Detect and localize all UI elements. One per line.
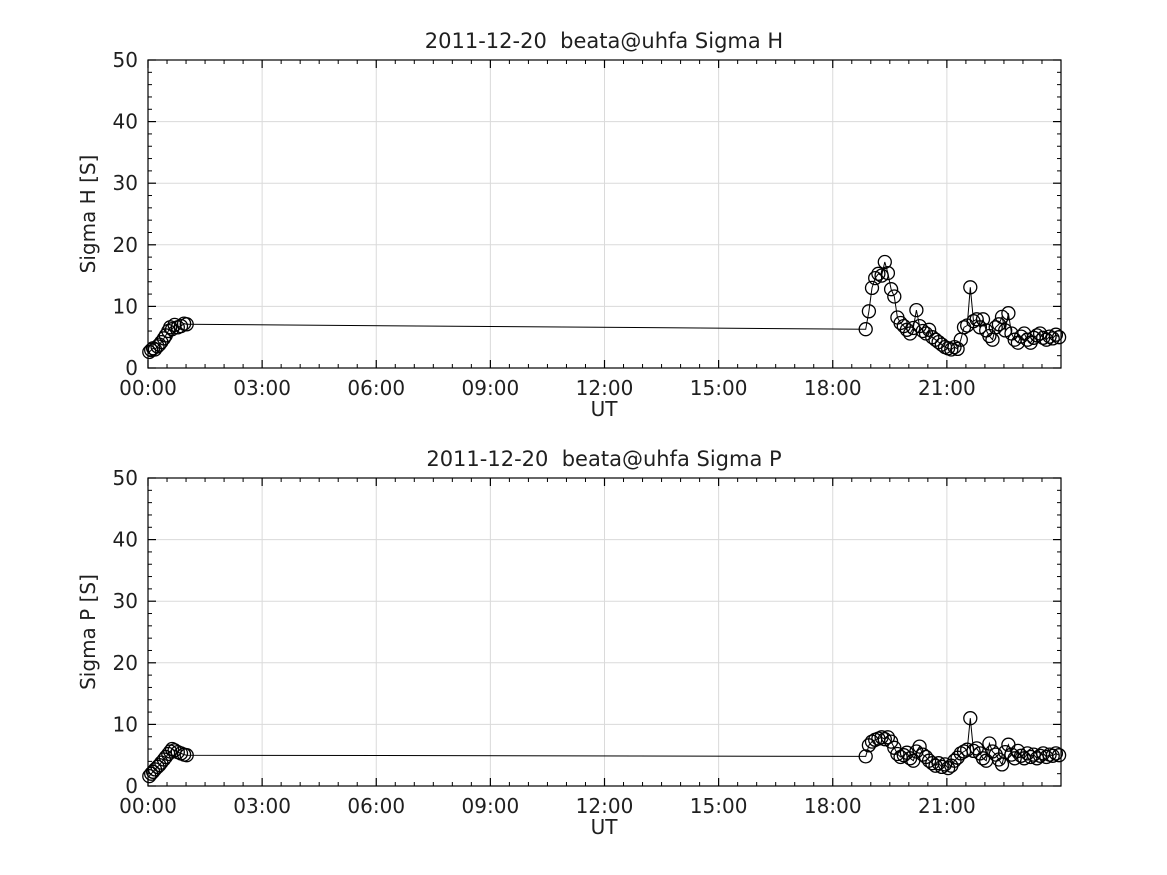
data-markers-sigma-p [142,711,1067,784]
data-point [880,730,896,745]
axes-box [147,59,1062,369]
data-point [858,749,873,764]
x-tick-label: 00:00 [119,794,177,818]
subplot-sigma-h: 00:00 03:00 06:00 09:00 12:00 15:00 18:00 21:00… [113,48,1067,400]
data-point [963,280,978,295]
data-point [975,312,991,327]
x-tick-label: 03:00 [233,794,291,818]
data-point [972,320,988,335]
x-tick-label: 03:00 [233,376,291,400]
minor-ticks [148,60,1061,368]
data-point [1051,748,1067,763]
data-point [998,323,1013,338]
data-point [988,320,1003,335]
y-tick-label: 30 [113,589,138,613]
data-point [906,320,921,336]
data-point [179,748,194,763]
data-point [871,266,886,281]
grid-lines [148,60,1061,368]
y-tick-label: 50 [113,466,138,490]
data-point [858,322,873,337]
data-point [1048,327,1064,342]
grid-lines [148,478,1061,786]
x-tick-label: 18:00 [804,794,862,818]
x-tick-label: 15:00 [690,376,748,400]
tick-labels: 00:00 03:00 06:00 09:00 12:00 15:00 18:00 21:00… [113,466,976,818]
x-tick-label: 00:00 [119,376,177,400]
x-tick-label: 12:00 [576,794,634,818]
y-tick-label: 0 [125,356,138,380]
tick-labels: 00:00 03:00 06:00 09:00 12:00 15:00 18:00 21:00… [113,48,976,400]
y-tick-label: 40 [113,110,138,134]
x-tick-label: 09:00 [462,376,520,400]
y-axis-label-sigma-p: Sigma P [S] [76,574,100,690]
x-tick-label: 06:00 [347,794,405,818]
data-point [887,289,902,304]
y-tick-label: 30 [113,171,138,195]
data-point [1042,329,1057,344]
data-point [890,746,905,762]
data-point [167,743,182,758]
data-point [1045,331,1060,346]
data-point [912,739,927,754]
data-point [156,331,172,346]
x-tick-label: 15:00 [690,794,748,818]
data-point [864,280,880,296]
y-axis-label-sigma-h: Sigma H [S] [76,154,100,274]
data-markers-sigma-h [142,254,1067,360]
data-point [944,342,959,357]
y-tick-label: 20 [113,233,138,257]
data-point [1048,746,1064,761]
y-tick-label: 20 [113,651,138,675]
axes-box [147,477,1062,787]
minor-ticks [148,478,1061,786]
data-point [1007,751,1022,766]
y-tick-label: 50 [113,48,138,72]
data-point [874,730,889,745]
data-point [966,743,981,759]
x-tick-label: 18:00 [804,376,862,400]
data-point [960,742,975,757]
x-tick-label: 21:00 [918,376,976,400]
data-point [934,759,949,775]
data-point [179,317,194,332]
data-point [969,312,984,327]
y-tick-label: 10 [113,712,138,736]
x-tick-label: 09:00 [462,794,520,818]
data-point [1001,306,1016,321]
data-point [909,302,924,318]
data-point [963,711,978,726]
x-axis-label-ut-bottom: UT [590,815,618,839]
data-point [877,732,892,747]
data-point [937,757,953,772]
data-point [167,317,182,333]
data-point [899,322,915,337]
data-point [883,282,899,297]
y-tick-label: 10 [113,294,138,318]
plot-title-sigma-p: 2011-12-20 beata@uhfa Sigma P [426,447,782,471]
subplot-sigma-p: 00:00 03:00 06:00 09:00 12:00 15:00 18:00 21:00… [113,466,1067,818]
data-point [880,265,896,281]
data-point [877,254,892,270]
data-point [1020,332,1035,347]
data-point [1051,330,1067,345]
y-tick-label: 40 [113,528,138,552]
data-point [950,341,965,357]
x-tick-label: 21:00 [918,794,976,818]
x-axis-label-ut-top: UT [590,397,618,421]
data-point [982,736,997,751]
data-point [1045,748,1060,763]
x-tick-label: 06:00 [347,376,405,400]
data-point [861,304,877,319]
y-tick-label: 0 [125,774,138,798]
data-point [868,270,883,286]
data-point [874,268,889,283]
plot-title-sigma-h: 2011-12-20 beata@uhfa Sigma H [424,29,784,53]
x-tick-label: 12:00 [576,376,634,400]
data-point [975,751,991,766]
data-point [173,318,189,334]
data-point [921,322,937,337]
